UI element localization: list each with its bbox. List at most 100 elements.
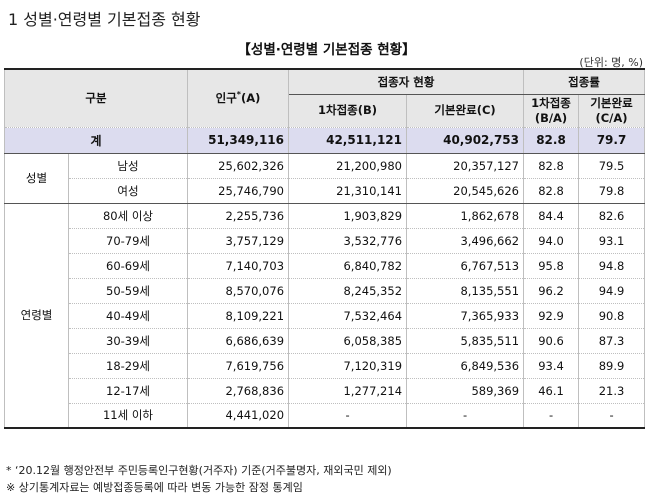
row-label: 남성 [67,153,189,179]
cell-completed: 7,365,933 [406,303,525,329]
cell-first-dose: 6,058,385 [288,328,408,354]
header-category: 구분 [3,68,189,128]
cell-population: 25,746,790 [187,178,290,204]
group-label-age: 연령별 [4,203,69,429]
row-label: 60-69세 [67,253,189,279]
cell-completed-rate: 93.1 [578,228,646,254]
cell-population: 4,441,020 [187,403,290,429]
header-completed-rate: 기본완료 (C/A) [578,94,646,128]
cell-completed: 6,849,536 [406,353,525,379]
row-label: 여성 [67,178,189,204]
cell-first-rate: 93.4 [523,353,580,379]
cell-first-dose: 21,310,141 [288,178,408,204]
cell-population: 2,255,736 [187,203,290,229]
cell-completed: 5,835,511 [406,328,525,354]
cell-completed: 1,862,678 [406,203,525,229]
cell-completed-rate: - [578,403,646,429]
cell-first-dose: 3,532,776 [288,228,408,254]
cell-population: 7,619,756 [187,353,290,379]
cell-first-rate: - [523,403,580,429]
table-row: 연령별 80세 이상 2,255,736 1,903,829 1,862,678… [4,203,646,429]
group-label-sex: 성별 [4,153,69,204]
cell-completed: 589,369 [406,378,525,404]
cell-first-rate: 46.1 [523,378,580,404]
cell-first-dose: 1,903,829 [288,203,408,229]
cell-completed: 20,357,127 [406,153,525,179]
cell-first-dose: - [288,403,408,429]
cell-first-dose: 7,120,319 [288,353,408,379]
cell-first-rate: 94.0 [523,228,580,254]
cell-completed-rate: 90.8 [578,303,646,329]
cell-population: 7,140,703 [187,253,290,279]
table-row: 60-69세 7,140,703 6,840,782 6,767,513 95.… [5,253,646,279]
cell-completed-rate: 87.3 [578,328,646,354]
row-label: 40-49세 [67,303,189,329]
table-row: 40-49세 8,109,221 7,532,464 7,365,933 92.… [5,303,646,329]
cell-completed: - [406,403,525,429]
total-completed: 40,902,753 [406,127,525,154]
total-row: 계 51,349,116 42,511,121 40,902,753 82.8 … [3,127,646,154]
row-label: 30-39세 [67,328,189,354]
total-completed-rate: 79.7 [578,127,646,154]
cell-population: 25,602,326 [187,153,290,179]
table-row: 12-17세 2,768,836 1,277,214 589,369 46.1 … [5,378,646,404]
header-first-rate: 1차접종 (B/A) [523,94,580,128]
header-completed: 기본완료(C) [406,94,525,128]
cell-first-rate: 84.4 [523,203,580,229]
total-first-dose: 42,511,121 [288,127,408,154]
cell-population: 2,768,836 [187,378,290,404]
row-label: 18-29세 [67,353,189,379]
cell-first-dose: 6,840,782 [288,253,408,279]
cell-first-rate: 92.9 [523,303,580,329]
table-row: 18-29세 7,619,756 7,120,319 6,849,536 93.… [5,353,646,379]
cell-completed-rate: 82.6 [578,203,646,229]
cell-completed-rate: 94.9 [578,278,646,304]
cell-first-dose: 21,200,980 [288,153,408,179]
cell-population: 3,757,129 [187,228,290,254]
cell-first-rate: 90.6 [523,328,580,354]
cell-completed: 8,135,551 [406,278,525,304]
cell-completed-rate: 89.9 [578,353,646,379]
row-label: 11세 이하 [67,403,189,429]
table-row: 성별 남성 25,602,326 21,200,980 20,357,127 8… [4,153,646,204]
row-label: 50-59세 [67,278,189,304]
cell-population: 8,109,221 [187,303,290,329]
cell-completed-rate: 21.3 [578,378,646,404]
cell-population: 6,686,639 [187,328,290,354]
table-row: 30-39세 6,686,639 6,058,385 5,835,511 90.… [5,328,646,354]
row-label: 12-17세 [67,378,189,404]
page-heading: 1 성별·연령별 기본접종 현황 [8,10,201,29]
cell-first-rate: 95.8 [523,253,580,279]
cell-completed: 6,767,513 [406,253,525,279]
table-row: 여성 25,746,790 21,310,141 20,545,626 82.8… [5,178,646,204]
row-label: 80세 이상 [67,203,189,229]
cell-first-rate: 82.8 [523,153,580,179]
cell-completed: 3,496,662 [406,228,525,254]
cell-first-rate: 82.8 [523,178,580,204]
cell-first-rate: 96.2 [523,278,580,304]
table-title: 【성별·연령별 기본접종 현황】 [237,42,416,58]
total-first-rate: 82.8 [523,127,580,154]
cell-completed-rate: 79.5 [578,153,646,179]
vaccination-table: 구분 인구*(A) 접종자 현황 접종률 1차접종(B) 기본완료(C) 1차접… [3,68,646,429]
cell-first-dose: 1,277,214 [288,378,408,404]
row-label: 70-79세 [67,228,189,254]
cell-completed-rate: 94.8 [578,253,646,279]
footnote-provisional: ※ 상기통계자료는 예방접종등록에 따라 변동 가능한 잠정 통계임 [6,481,303,494]
table-row: 70-79세 3,757,129 3,532,776 3,496,662 94.… [5,228,646,254]
cell-first-dose: 8,245,352 [288,278,408,304]
header-first-dose: 1차접종(B) [288,94,408,128]
cell-completed: 20,545,626 [406,178,525,204]
cell-completed-rate: 79.8 [578,178,646,204]
cell-first-dose: 7,532,464 [288,303,408,329]
total-label: 계 [3,127,189,154]
header-vaccinated-group: 접종자 현황 [288,68,525,95]
cell-population: 8,570,076 [187,278,290,304]
header-population: 인구*(A) [187,68,290,128]
table-row: 50-59세 8,570,076 8,245,352 8,135,551 96.… [5,278,646,304]
table-row: 11세 이하 4,441,020 - - - - [5,403,646,429]
unit-note: (단위: 명, %) [579,56,643,69]
header-rate-group: 접종률 [523,68,646,95]
footnote-population-basis: * ‘20.12월 행정안전부 주민등록인구현황(거주자) 기준(거주불명자, … [6,464,392,477]
total-population: 51,349,116 [187,127,290,154]
